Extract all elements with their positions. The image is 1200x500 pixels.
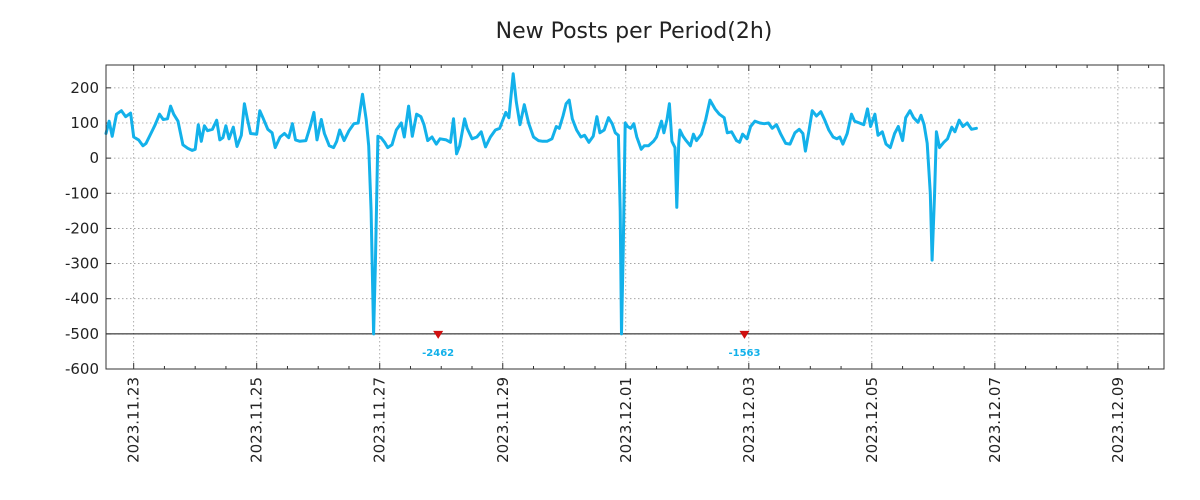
y-tick-label: -600 [65,360,99,378]
marker-layer: -2462 -1563 [422,330,761,359]
tick-layer: 200 100 0 -100 -200 -300 -400 -500 -600 2023.11.2… [65,65,1164,463]
y-tick-label: -500 [65,325,99,343]
x-tick-label: 2023.12.09 [1109,377,1127,463]
y-tick-label: -200 [65,219,99,237]
x-tick-label: 2023.11.25 [248,377,266,463]
series-line [104,72,978,336]
grid-layer [106,65,1164,370]
y-tick-label: -100 [65,184,99,202]
clip-annotation: -1563 [728,348,760,359]
plot-frame [105,64,1165,370]
x-tick-label: 2023.11.23 [125,377,143,463]
y-tick-label: 0 [89,149,99,167]
clip-marker [433,330,444,339]
x-tick-label: 2023.12.01 [617,377,635,463]
x-tick-label: 2023.12.05 [863,377,881,463]
y-tick-label: -300 [65,255,99,273]
x-tick-label: 2023.11.29 [494,377,512,463]
y-tick-label: -400 [65,290,99,308]
x-tick-label: 2023.11.27 [371,377,389,463]
clip-marker [739,330,750,339]
y-tick-label: 100 [70,114,99,132]
x-tick-label: 2023.12.03 [740,377,758,463]
x-tick-label: 2023.12.07 [986,377,1004,463]
series-layer [104,72,978,336]
y-tick-label: 200 [70,79,99,97]
chart-title: New Posts per Period(2h) [496,19,773,44]
clip-annotation: -2462 [422,348,454,359]
